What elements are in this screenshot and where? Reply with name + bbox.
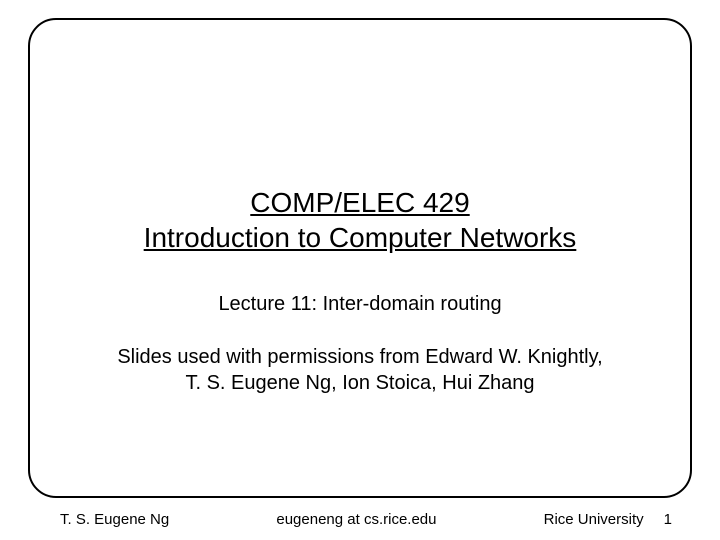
footer-right: Rice University 1 <box>544 511 672 528</box>
credits-line-1: Slides used with permissions from Edward… <box>117 344 602 370</box>
course-title: Introduction to Computer Networks <box>144 220 577 255</box>
credits-line-2: T. S. Eugene Ng, Ion Stoica, Hui Zhang <box>117 370 602 396</box>
slide-frame: COMP/ELEC 429 Introduction to Computer N… <box>28 18 692 498</box>
slide-content: COMP/ELEC 429 Introduction to Computer N… <box>30 20 690 496</box>
footer-institution: Rice University <box>544 511 644 528</box>
footer-page-number: 1 <box>664 511 672 528</box>
lecture-subtitle: Lecture 11: Inter-domain routing <box>218 293 501 316</box>
credits-block: Slides used with permissions from Edward… <box>117 344 602 396</box>
course-code: COMP/ELEC 429 <box>250 185 469 220</box>
slide-footer: T. S. Eugene Ng eugeneng at cs.rice.edu … <box>0 511 720 528</box>
footer-email: eugeneng at cs.rice.edu <box>276 511 436 528</box>
footer-author: T. S. Eugene Ng <box>60 511 169 528</box>
